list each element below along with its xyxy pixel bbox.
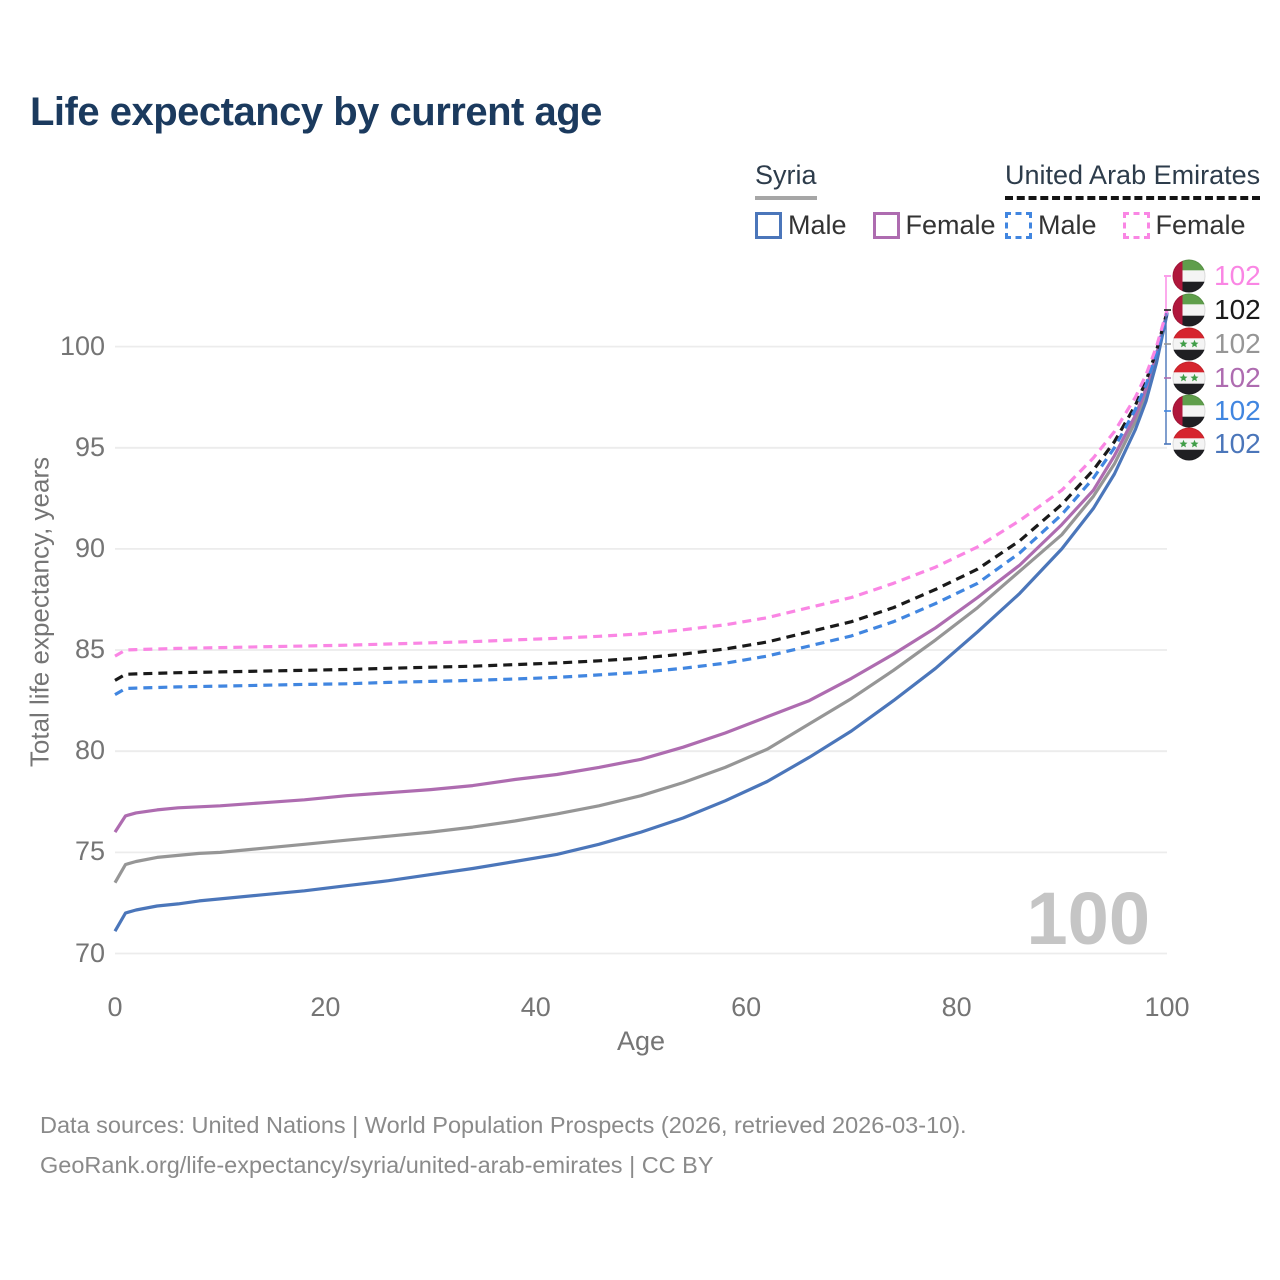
legend-item-label: Male (1038, 210, 1097, 240)
end-label-row: 102 (1172, 293, 1261, 327)
end-label-value: 102 (1214, 362, 1261, 393)
page-title: Life expectancy by current age (30, 90, 602, 134)
legend-swatch-uae-female (1122, 212, 1150, 239)
end-label-row: 102 (1172, 259, 1261, 293)
y-tick-label: 75 (74, 836, 105, 867)
y-tick-label: 90 (74, 532, 105, 563)
y-tick-label: 95 (74, 431, 105, 462)
legend-item-label: Female (1155, 210, 1246, 240)
end-label-value: 102 (1214, 260, 1261, 291)
x-tick-label: 80 (941, 992, 972, 1022)
y-axis-label: Total life expectancy, years (24, 456, 55, 768)
y-tick-label: 80 (74, 735, 105, 766)
footer-source-line: Data sources: United Nations | World Pop… (40, 1112, 967, 1138)
legend-header-uae: United Arab Emirates (1005, 160, 1261, 200)
legend-item-uae-male[interactable]: Male (1005, 210, 1097, 241)
x-tick-label: 40 (520, 992, 551, 1022)
legend-header-syria: Syria (755, 160, 817, 200)
end-label-row: 102 (1172, 327, 1261, 361)
legend-item-uae-female[interactable]: Female (1122, 210, 1246, 241)
end-label-value: 102 (1214, 428, 1261, 459)
end-label-row: 102 (1172, 427, 1261, 461)
legend-item-label: Female (905, 210, 996, 240)
end-label-row: 102 (1172, 394, 1261, 428)
legend-swatch-syria-female (872, 212, 900, 239)
series-line-are-male (114, 311, 1169, 696)
end-label-row: 102 (1172, 361, 1261, 395)
series-line-are-female (114, 309, 1169, 658)
legend-group-uae: United Arab Emirates Male Female (1005, 160, 1261, 241)
syria-flag-icon (1172, 327, 1206, 361)
uae-flag-icon (1172, 293, 1206, 327)
series-line-are-both-sexes (114, 311, 1169, 682)
x-tick-label: 20 (310, 992, 341, 1022)
end-label-value: 102 (1214, 395, 1261, 426)
legend-item-syria-female[interactable]: Female (872, 210, 996, 241)
syria-flag-icon (1172, 427, 1206, 461)
x-axis-label: Age (616, 1026, 666, 1056)
legend-swatch-syria-male (755, 212, 782, 239)
series-line-syr-female (113, 311, 1169, 833)
footer-url-line: GeoRank.org/life-expectancy/syria/united… (40, 1152, 714, 1178)
legend-item-label: Male (788, 210, 847, 240)
legend-item-syria-male[interactable]: Male (755, 210, 847, 241)
syria-flag-icon (1172, 361, 1206, 395)
y-tick-label: 85 (74, 634, 105, 665)
series-line-syr-both-sexes (113, 311, 1169, 884)
age-watermark: 100 (1026, 877, 1150, 960)
series-line-syr-male (113, 313, 1169, 932)
x-tick-label: 0 (107, 992, 123, 1022)
legend-swatch-uae-male (1005, 212, 1032, 239)
uae-flag-icon (1172, 259, 1206, 293)
end-label-value: 102 (1214, 294, 1261, 325)
x-tick-label: 100 (1144, 992, 1190, 1022)
legend-group-syria: Syria Male Female (755, 160, 996, 241)
y-tick-label: 100 (59, 330, 105, 361)
x-tick-label: 60 (731, 992, 762, 1022)
end-label-value: 102 (1214, 328, 1261, 359)
y-tick-label: 70 (74, 937, 105, 968)
uae-flag-icon (1172, 394, 1206, 428)
